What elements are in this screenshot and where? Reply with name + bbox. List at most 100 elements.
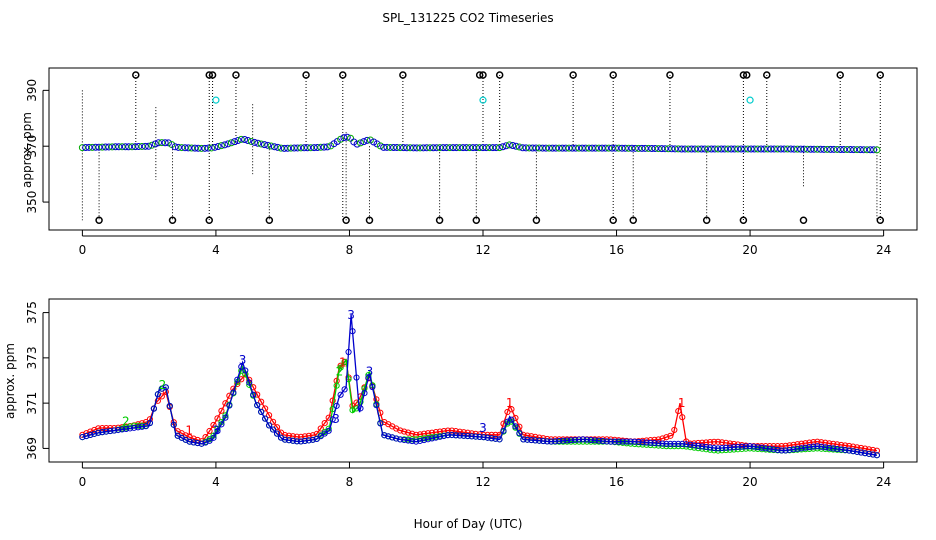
series-3-point: [83, 432, 90, 440]
series-point-label: 1: [339, 355, 347, 369]
series-3-point: [635, 438, 642, 446]
co2-point: [843, 146, 851, 154]
series-3-point: [258, 408, 265, 416]
series-3-point: [210, 434, 217, 441]
co2-point: [396, 144, 404, 152]
series-1-point: [512, 414, 519, 422]
series-3-point: [762, 445, 769, 452]
co2-point: [863, 146, 871, 154]
co2-point: [522, 144, 530, 152]
series-1-point: [210, 421, 217, 429]
series-1-point: [448, 427, 455, 434]
series-3-point: [865, 450, 873, 457]
co2-point: [221, 141, 229, 149]
series-3-point: [834, 445, 841, 453]
x-axis-label: Hour of Day (UTC): [414, 517, 523, 531]
co2-point: [515, 143, 523, 151]
outlier-high-point: [399, 71, 407, 79]
co2-point: [810, 145, 818, 153]
co2-point: [257, 140, 265, 148]
co2-point: [697, 145, 705, 153]
cyan-outlier-point: [212, 96, 220, 104]
series-1-point: [285, 432, 293, 439]
series-1-point: [869, 446, 877, 454]
co2-point: [565, 144, 573, 152]
co2-point: [251, 138, 259, 146]
series-3-point: [198, 440, 205, 447]
series-3-point: [373, 402, 380, 409]
series-point-label: 3: [332, 412, 340, 426]
co2-point: [707, 145, 715, 153]
co2-point: [211, 143, 219, 151]
co2-point: [300, 144, 308, 152]
outlier-low-point: [702, 216, 711, 224]
outlier-low-point: [532, 216, 541, 224]
co2-point: [459, 144, 467, 152]
co2-point: [548, 144, 556, 152]
series-3-point: [460, 432, 467, 439]
series-3-point: [873, 452, 881, 459]
co2-point: [727, 145, 735, 153]
co2-point: [717, 145, 725, 153]
series-1-point: [412, 431, 420, 438]
co2-point: [764, 145, 772, 153]
series-3-point: [325, 427, 332, 434]
co2-point: [171, 143, 179, 151]
co2-point: [413, 144, 421, 152]
series-1-point: [154, 397, 161, 404]
top-y-tick-label: 390: [25, 79, 39, 102]
series-3-point: [206, 437, 213, 444]
co2-point: [307, 144, 315, 152]
series-1-point: [428, 429, 436, 436]
outlier-low-point: [265, 216, 274, 224]
co2-point: [360, 138, 368, 146]
series-1-point: [269, 418, 277, 425]
series-3-point: [750, 443, 757, 450]
bottom-x-tick-label: 20: [742, 475, 757, 489]
bottom-y-tick-label: 375: [25, 301, 39, 324]
co2-point: [247, 137, 255, 145]
series-3-point: [794, 445, 801, 452]
co2-point: [188, 144, 196, 152]
series-3-point: [528, 436, 535, 444]
co2-point: [121, 143, 129, 151]
co2-point: [830, 145, 838, 153]
series-3-point: [448, 431, 455, 439]
co2-point: [827, 145, 835, 153]
outlier-low-point: [95, 216, 103, 224]
series-3-point: [389, 434, 396, 441]
co2-point: [88, 143, 96, 151]
bottom-x-tick-label: 16: [609, 475, 624, 489]
co2-point: [611, 144, 619, 152]
co2-point: [489, 144, 497, 152]
co2-point: [466, 144, 474, 152]
co2-point: [224, 140, 232, 148]
co2-point: [714, 145, 722, 153]
series-3-point: [436, 433, 444, 440]
co2-point: [462, 144, 470, 152]
series-1-point: [663, 434, 670, 441]
chart-title: SPL_131225 CO2 Timeseries: [382, 11, 553, 25]
series-1-point: [802, 440, 809, 447]
series-3-point: [810, 443, 817, 450]
series-3-point: [381, 432, 388, 439]
co2-point: [393, 144, 401, 152]
co2-point: [304, 144, 312, 152]
co2-point: [601, 144, 609, 152]
top-y-axis-label: approx. ppm: [20, 112, 34, 188]
co2-point: [770, 145, 778, 153]
series-3-point: [540, 437, 547, 445]
co2-point: [721, 145, 729, 153]
series-3-point: [695, 442, 702, 450]
series-3-point: [587, 436, 594, 444]
series-1-point: [492, 431, 499, 438]
series-1-point: [460, 429, 467, 436]
series-1-point: [714, 438, 722, 445]
series-3-point: [722, 444, 730, 451]
co2-point: [145, 142, 153, 150]
series-3-point: [838, 446, 845, 453]
bottom-x-tick-label: 12: [475, 475, 490, 489]
series-3-point: [627, 438, 634, 445]
co2-point: [741, 145, 749, 153]
co2-point: [631, 144, 639, 152]
